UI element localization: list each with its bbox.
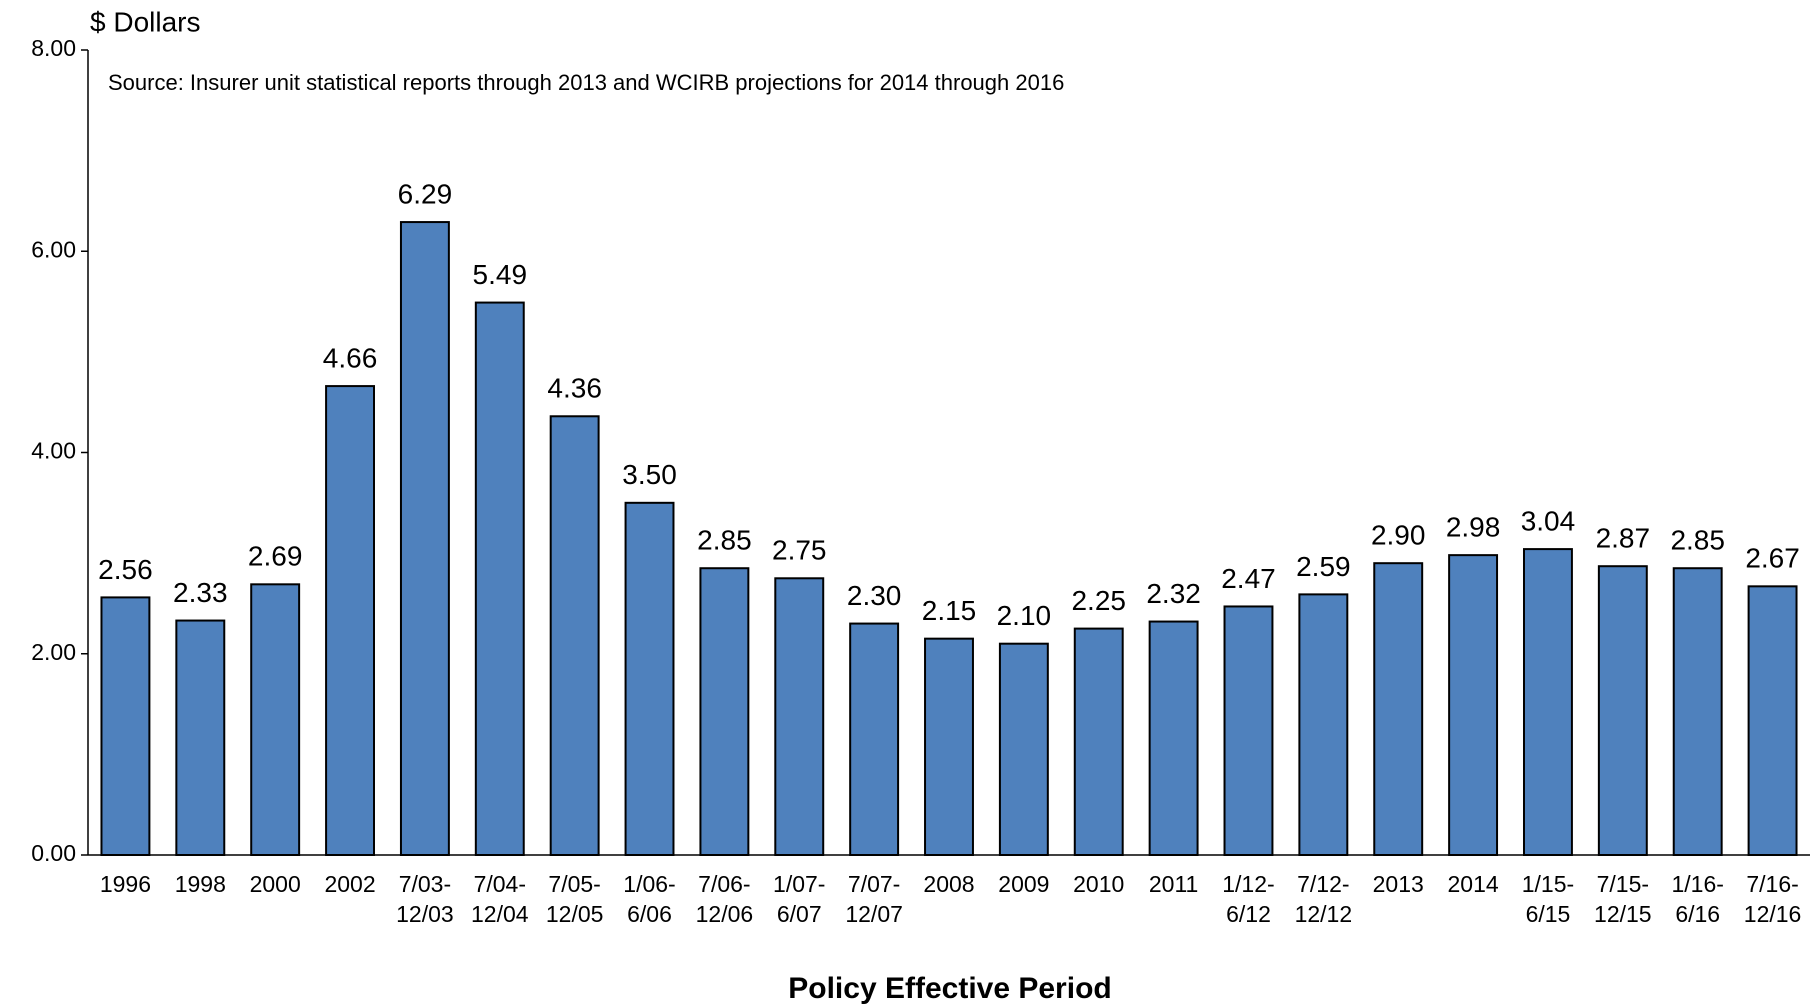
bar [998,642,1049,856]
x-tick-label: 6/15 [1526,901,1571,927]
bar [1148,620,1199,856]
value-label: 2.90 [1371,520,1426,551]
bar [924,637,974,856]
x-tick-label: 2002 [324,871,375,897]
x-tick-label: 7/16- [1746,871,1798,897]
x-tick-label: 6/06 [627,901,672,927]
x-tick-label: 12/06 [696,901,754,927]
annotation: Source: Insurer unit statistical reports… [108,70,1064,95]
bar [1597,565,1648,856]
x-tick-label: 7/03- [399,871,451,897]
bar [250,583,301,856]
value-label: 4.36 [547,373,602,404]
x-tick-label: 2009 [998,871,1049,897]
x-tick-label: 2013 [1373,871,1424,897]
bar [1448,554,1499,856]
x-tick-label: 2014 [1448,871,1499,897]
x-tick-label: 12/15 [1594,901,1652,927]
x-tick-label: 2000 [250,871,301,897]
y-tick-label: 8.00 [31,35,76,61]
y-tick-label: 2.00 [31,639,76,665]
y-tick-label: 6.00 [31,236,76,262]
x-tick-label: 7/15- [1597,871,1649,897]
value-label: 2.30 [847,580,902,611]
value-label: 2.59 [1296,551,1351,582]
x-tick-label: 2010 [1073,871,1124,897]
x-tick-label: 1/06- [623,871,675,897]
x-tick-label: 1996 [100,871,151,897]
value-label: 2.25 [1071,585,1126,616]
value-label: 2.47 [1221,563,1276,594]
value-label: 2.98 [1446,512,1501,543]
y-tick-label: 0.00 [31,840,76,866]
x-tick-label: 6/07 [777,901,822,927]
x-tick-label: 7/07- [848,871,900,897]
x-tick-label: 6/12 [1226,901,1271,927]
x-tick-label: 12/16 [1744,901,1802,927]
x-tick-label: 1/12- [1222,871,1274,897]
value-label: 2.85 [697,525,752,556]
x-tick-label: 6/16 [1675,901,1720,927]
value-label: 2.69 [248,541,303,572]
x-tick-label: 2011 [1149,871,1198,897]
bar [774,577,825,856]
value-label: 2.56 [98,554,153,585]
bar [474,301,525,857]
bar [849,622,900,856]
bar [399,221,450,857]
x-tick-label: 7/06- [698,871,750,897]
x-tick-label: 12/05 [546,901,604,927]
bar [1073,627,1124,856]
value-label: 4.66 [323,342,378,373]
y-tick-label: 4.00 [31,438,76,464]
x-axis-title: Policy Effective Period [788,972,1111,1005]
bar [549,415,600,856]
y-axis-label: $ Dollars [90,6,200,37]
value-label: 6.29 [398,178,453,209]
bar [100,596,151,857]
bar [1373,562,1424,856]
bar [1298,593,1349,856]
x-tick-label: 1998 [175,871,226,897]
bar [1672,567,1723,856]
value-label: 2.33 [173,577,228,608]
bar [624,501,675,856]
x-tick-label: 2008 [923,871,974,897]
value-label: 2.67 [1745,543,1800,574]
value-label: 3.04 [1521,505,1576,536]
x-tick-label: 12/03 [396,901,454,927]
x-tick-label: 12/04 [471,901,529,927]
bar [1747,585,1798,856]
x-tick-label: 1/15- [1522,871,1574,897]
value-label: 2.85 [1670,525,1725,556]
x-tick-label: 7/12- [1297,871,1349,897]
value-label: 2.87 [1596,523,1651,554]
bar [325,385,376,856]
value-label: 2.75 [772,535,827,566]
x-tick-label: 7/04- [474,871,526,897]
x-tick-label: 1/16- [1671,871,1723,897]
bar [699,567,750,856]
value-label: 3.50 [622,459,677,490]
x-tick-label: 7/05- [548,871,600,897]
value-label: 5.49 [473,259,528,290]
bar [175,619,226,857]
x-tick-label: 12/12 [1295,901,1353,927]
value-label: 2.10 [997,600,1052,631]
value-label: 2.32 [1146,578,1201,609]
x-tick-label: 12/07 [845,901,903,927]
value-label: 2.15 [922,595,977,626]
x-tick-label: 1/07- [773,871,825,897]
bar [1522,548,1573,856]
bar [1223,605,1274,856]
